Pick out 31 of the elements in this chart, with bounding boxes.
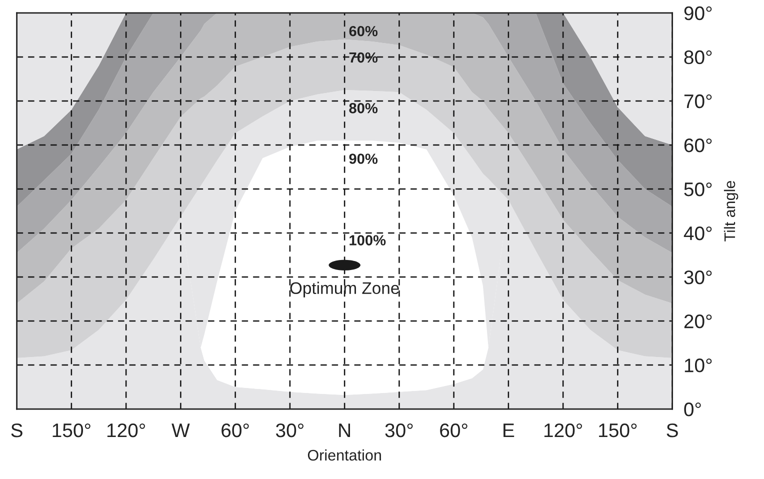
y-tick-label: 80° <box>684 50 712 64</box>
annotation: 100% <box>350 235 386 246</box>
y-axis-title: Tilt angle <box>724 180 738 242</box>
y-tick-label: 0° <box>684 402 701 416</box>
y-tick-label: 40° <box>684 226 712 240</box>
x-tick-label: N <box>339 424 350 438</box>
x-tick-label: 30° <box>385 423 413 438</box>
series-label: 60% <box>349 26 378 36</box>
x-tick-label: 150° <box>599 423 637 438</box>
x-tick-label: 150° <box>52 423 90 438</box>
y-tick-label: 50° <box>684 182 712 196</box>
x-tick-label: 30° <box>276 423 304 438</box>
x-tick-label: S <box>11 423 22 438</box>
x-axis-title: Orientation <box>308 449 381 461</box>
y-tick-label: 70° <box>684 94 712 108</box>
y-tick-label: 20° <box>684 314 712 328</box>
x-tick-label: S <box>666 423 678 438</box>
x-tick-label: E <box>504 424 514 438</box>
series-label: 80% <box>349 102 378 114</box>
y-tick-label: 90° <box>684 6 712 20</box>
y-tick-label: 30° <box>684 270 712 284</box>
x-tick-label: 120° <box>107 423 146 438</box>
x-tick-label: 60° <box>222 423 249 438</box>
x-tick-label: 60° <box>440 423 468 438</box>
y-tick-label: 60° <box>684 138 712 152</box>
x-tick-label: W <box>172 424 190 438</box>
y-tick-label: 10° <box>684 358 712 372</box>
series-label: Optimum Zone <box>290 282 399 298</box>
series-label: 70% <box>349 52 378 63</box>
x-tick-label: 120° <box>544 423 582 438</box>
series-label: 90% <box>349 154 378 164</box>
